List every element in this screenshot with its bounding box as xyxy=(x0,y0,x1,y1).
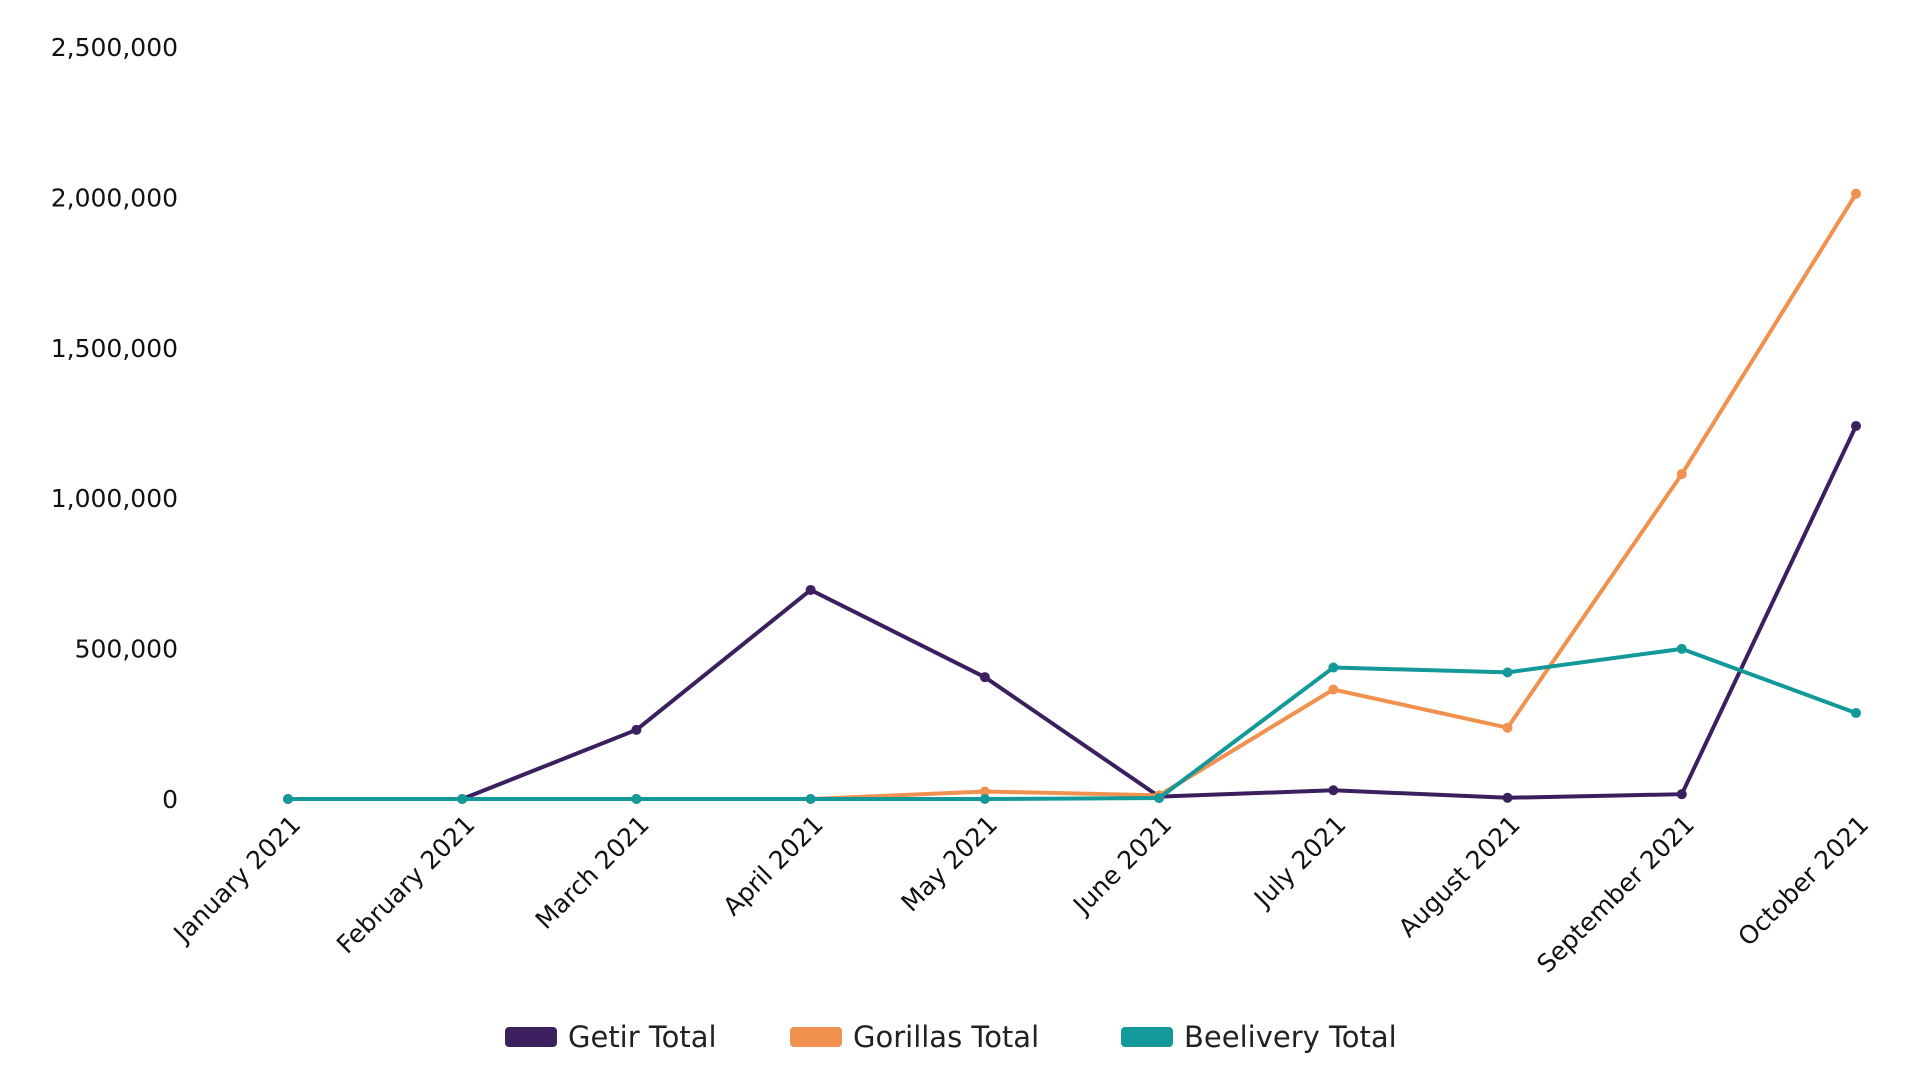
legend: Getir Total Gorillas Total Beelivery Total xyxy=(505,1020,1397,1054)
y-tick-label: 1,000,000 xyxy=(51,484,178,513)
y-tick-label: 0 xyxy=(162,785,178,814)
data-point xyxy=(1851,188,1861,199)
y-tick-label: 2,500,000 xyxy=(51,33,178,62)
legend-item: Beelivery Total xyxy=(1121,1020,1397,1054)
x-tick-label: February 2021 xyxy=(331,810,480,959)
series-line xyxy=(288,425,1858,801)
legend-swatch xyxy=(1121,1027,1173,1047)
legend-item: Gorillas Total xyxy=(790,1020,1039,1054)
data-point xyxy=(1502,667,1513,678)
series-gorillas-total xyxy=(283,188,1861,804)
data-point xyxy=(1676,643,1687,654)
series-lines xyxy=(283,188,1861,804)
data-point xyxy=(805,584,816,595)
data-point xyxy=(979,672,990,683)
x-tick-label: January 2021 xyxy=(167,810,307,950)
data-point xyxy=(979,786,990,797)
series-line xyxy=(288,646,1857,801)
data-point xyxy=(1328,662,1339,673)
y-axis: 0 500,000 1,000,000 1,500,000 2,000,000 2,500… xyxy=(51,33,178,814)
data-point xyxy=(1851,707,1861,718)
x-tick-label: July 2021 xyxy=(1247,810,1351,914)
data-point xyxy=(1328,785,1339,796)
legend-label: Getir Total xyxy=(568,1020,717,1054)
x-tick-label: April 2021 xyxy=(717,810,829,922)
x-tick-label: May 2021 xyxy=(895,810,1003,918)
x-tick-label: June 2021 xyxy=(1066,810,1177,921)
legend-item: Getir Total xyxy=(505,1020,717,1054)
data-point xyxy=(1676,469,1687,480)
data-point xyxy=(1502,722,1513,733)
data-point xyxy=(1676,789,1687,800)
data-point xyxy=(1154,793,1165,804)
data-point xyxy=(1851,421,1861,432)
legend-label: Gorillas Total xyxy=(853,1020,1039,1054)
data-point xyxy=(631,724,642,735)
y-tick-label: 2,000,000 xyxy=(51,183,178,212)
data-point xyxy=(1502,792,1513,803)
legend-swatch xyxy=(790,1027,842,1047)
data-point xyxy=(631,794,642,804)
legend-label: Beelivery Total xyxy=(1184,1020,1397,1054)
x-tick-label: August 2021 xyxy=(1393,810,1526,943)
y-tick-label: 500,000 xyxy=(75,635,178,664)
x-axis: January 2021 February 2021 March 2021 April… xyxy=(167,810,1875,979)
data-point xyxy=(1328,684,1339,695)
series-line xyxy=(288,192,1858,801)
x-tick-label: October 2021 xyxy=(1732,810,1874,952)
series-beelivery-total xyxy=(283,643,1861,804)
data-point xyxy=(979,794,990,804)
data-point xyxy=(457,794,468,804)
data-point xyxy=(805,794,816,804)
legend-swatch xyxy=(505,1027,557,1047)
series-getir-total xyxy=(283,421,1861,804)
x-tick-label: September 2021 xyxy=(1531,810,1700,979)
data-point xyxy=(283,794,293,804)
x-tick-label: March 2021 xyxy=(530,810,655,935)
y-tick-label: 1,500,000 xyxy=(51,334,178,363)
